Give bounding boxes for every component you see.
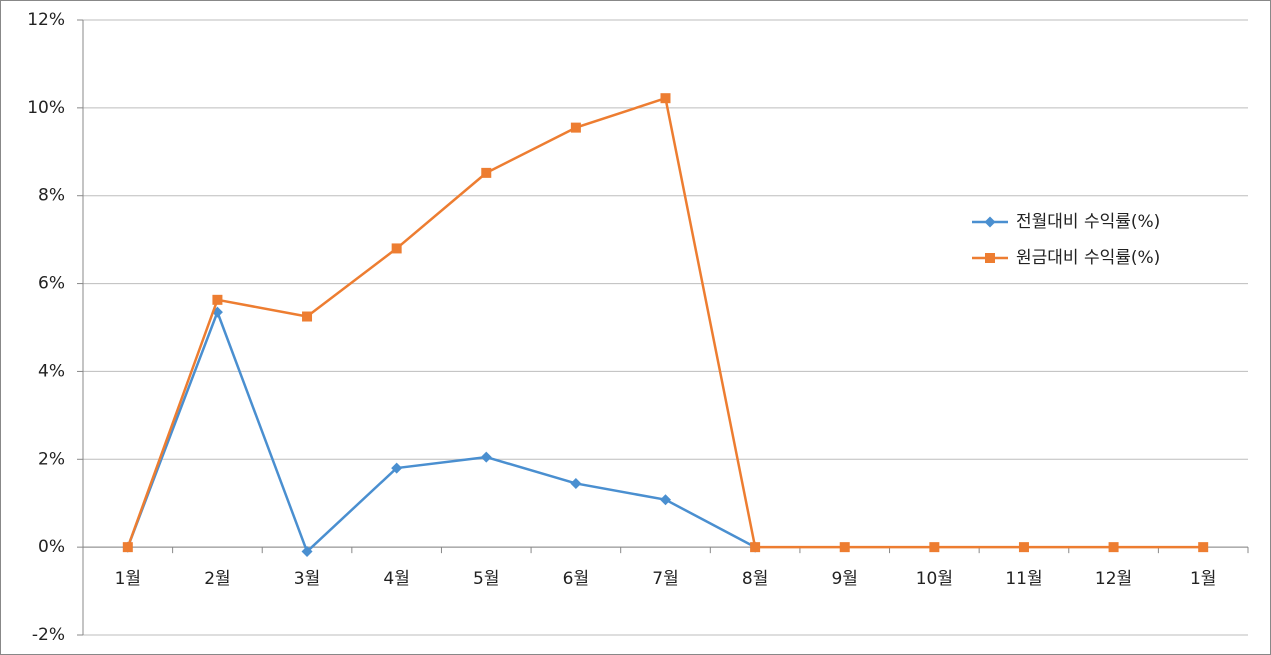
marker bbox=[481, 167, 492, 178]
x-tick-label: 8월 bbox=[742, 569, 768, 589]
legend-label: 전월대비 수익률(%) bbox=[1016, 212, 1160, 232]
y-tick-label: 12% bbox=[27, 10, 65, 30]
legend-marker bbox=[985, 253, 995, 263]
y-tick-label: 2% bbox=[38, 449, 65, 469]
marker bbox=[660, 494, 671, 506]
marker bbox=[929, 542, 940, 553]
legend-label: 원금대비 수익률(%) bbox=[1016, 248, 1160, 268]
x-tick-label: 7월 bbox=[652, 569, 678, 589]
y-tick-label: -2% bbox=[32, 625, 65, 645]
x-tick-label: 12월 bbox=[1095, 569, 1132, 589]
x-tick-label: 3월 bbox=[294, 569, 320, 589]
marker bbox=[391, 243, 402, 254]
marker bbox=[302, 311, 313, 322]
marker bbox=[122, 542, 133, 553]
x-tick-label: 6월 bbox=[563, 569, 589, 589]
x-tick-label: 1월 bbox=[1190, 569, 1216, 589]
y-tick-label: 8% bbox=[38, 186, 65, 206]
x-tick-label: 4월 bbox=[383, 569, 409, 589]
marker bbox=[660, 93, 671, 104]
marker bbox=[480, 451, 492, 463]
x-tick-label: 2월 bbox=[204, 569, 230, 589]
marker bbox=[391, 462, 403, 474]
x-tick-label: 1월 bbox=[115, 569, 141, 589]
y-tick-label: 10% bbox=[27, 98, 65, 118]
marker bbox=[839, 542, 850, 553]
marker bbox=[212, 294, 223, 305]
marker bbox=[301, 546, 313, 558]
y-tick-label: 6% bbox=[38, 274, 65, 294]
x-tick-label: 10월 bbox=[916, 569, 953, 589]
marker bbox=[750, 542, 761, 553]
marker bbox=[1108, 542, 1119, 553]
marker bbox=[570, 122, 581, 133]
x-tick-label: 5월 bbox=[473, 569, 499, 589]
y-tick-label: 4% bbox=[38, 361, 65, 381]
x-tick-label: 11월 bbox=[1005, 569, 1042, 589]
legend-marker bbox=[984, 216, 996, 228]
x-tick-label: 9월 bbox=[831, 569, 857, 589]
marker bbox=[570, 477, 582, 489]
series-line bbox=[126, 310, 756, 553]
marker bbox=[1018, 542, 1029, 553]
y-tick-label: 0% bbox=[38, 537, 65, 557]
marker bbox=[1198, 542, 1209, 553]
